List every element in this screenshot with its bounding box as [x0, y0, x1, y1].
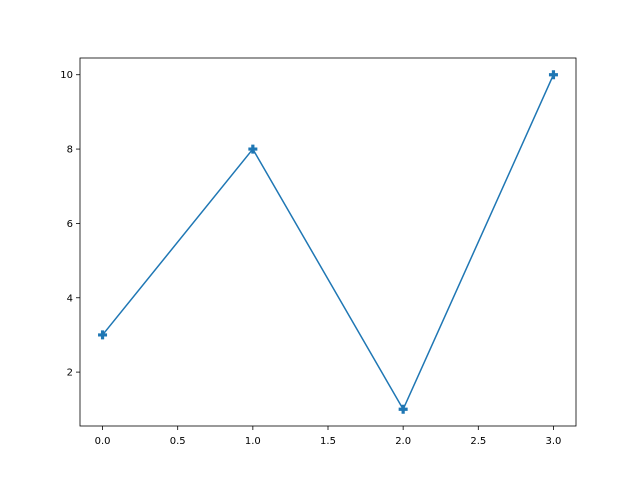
data-point-marker [248, 144, 258, 154]
y-tick-label: 6 [67, 219, 73, 230]
x-tick-label: 1.0 [245, 436, 261, 447]
y-tick-label: 4 [67, 293, 73, 304]
series-line [101, 74, 555, 411]
y-tick-label: 10 [60, 70, 73, 81]
x-tick-label: 2.0 [395, 436, 411, 447]
x-tick-label: 3.0 [546, 436, 562, 447]
x-tick-label: 0.0 [95, 436, 111, 447]
plot-area [80, 58, 576, 426]
data-point-marker [548, 70, 558, 80]
plot-frame [79, 57, 577, 427]
data-point-marker [398, 404, 408, 414]
x-tick-label: 1.5 [320, 436, 336, 447]
data-point-marker [98, 330, 108, 340]
x-tick-label: 2.5 [470, 436, 486, 447]
y-tick-label: 2 [67, 368, 73, 379]
x-tick-label: 0.5 [170, 436, 186, 447]
y-tick-label: 8 [67, 145, 73, 156]
